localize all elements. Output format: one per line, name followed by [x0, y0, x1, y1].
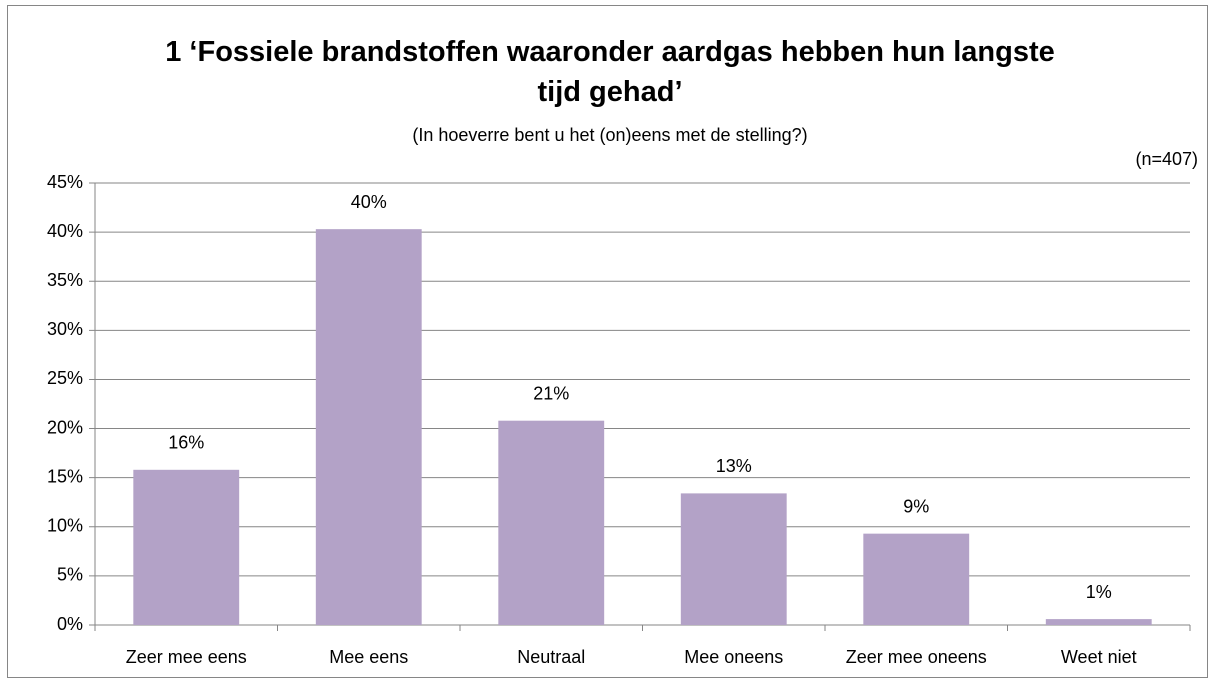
value-label: 13%: [716, 456, 752, 476]
y-tick-label: 10%: [47, 516, 83, 536]
x-tick-label: Zeer mee eens: [126, 647, 247, 667]
value-label: 16%: [168, 433, 204, 453]
x-tick-label: Mee oneens: [684, 647, 783, 667]
bar: [863, 533, 970, 625]
bar: [1045, 619, 1152, 625]
y-tick-label: 20%: [47, 417, 83, 437]
bar: [498, 420, 605, 625]
y-tick-label: 35%: [47, 270, 83, 290]
x-tick-label: Zeer mee oneens: [846, 647, 987, 667]
x-tick-label: Mee eens: [329, 647, 408, 667]
value-label: 1%: [1086, 582, 1112, 602]
y-tick-label: 30%: [47, 319, 83, 339]
y-tick-label: 45%: [47, 172, 83, 192]
x-tick-label: Weet niet: [1061, 647, 1137, 667]
y-tick-label: 40%: [47, 221, 83, 241]
chart-subtitle: (In hoeverre bent u het (on)eens met de …: [412, 125, 807, 145]
y-tick-label: 15%: [47, 466, 83, 486]
y-tick-label: 25%: [47, 368, 83, 388]
chart-title: 1 ‘Fossiele brandstoffen waaronder aardg…: [165, 36, 1055, 108]
value-label: 21%: [533, 383, 569, 403]
value-label: 40%: [351, 192, 387, 212]
y-tick-label: 0%: [57, 614, 83, 634]
bar: [680, 493, 787, 625]
y-tick-label: 5%: [57, 565, 83, 585]
sample-size: (n=407): [1135, 149, 1198, 169]
chart-border: [7, 5, 1208, 678]
bar: [315, 229, 422, 626]
bar: [133, 469, 240, 625]
value-label: 9%: [903, 496, 929, 516]
x-tick-label: Neutraal: [517, 647, 585, 667]
